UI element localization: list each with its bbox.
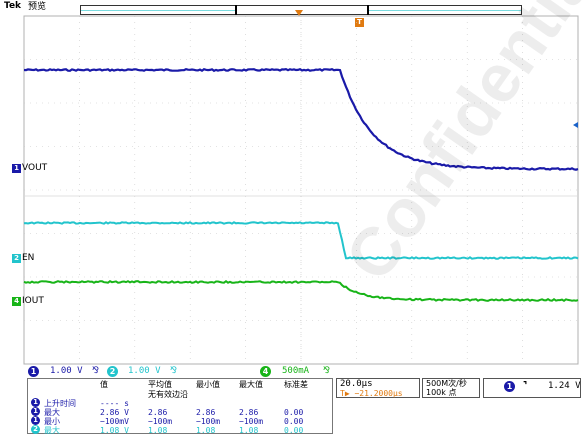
measurement-cell: −100m xyxy=(239,417,264,426)
ch4-ground-marker[interactable]: 4 xyxy=(12,297,21,306)
trigger-level-value: 1.24 V xyxy=(548,381,581,391)
measurement-row-name: 最大 xyxy=(44,408,60,417)
measurement-cell: −100m xyxy=(148,417,173,426)
record-ch2-trace-right xyxy=(369,10,521,11)
ch4-badge[interactable]: 4 xyxy=(260,366,271,377)
horizontal-panel[interactable]: 20.0µs T▶ −21.2000µs xyxy=(336,378,420,398)
col-min: 最小值 xyxy=(196,380,220,389)
timebase-value: 20.0µs xyxy=(340,379,373,389)
ch4-label: IOUT xyxy=(22,296,44,306)
brand-label: Tek xyxy=(4,1,22,11)
col-max: 最大值 xyxy=(239,380,263,389)
ch2-label: EN xyxy=(22,253,35,263)
measurement-cell: 1.08 V xyxy=(100,426,129,435)
measurement-cell: 0.00 xyxy=(284,408,304,417)
measurement-note: 无有效边沿 xyxy=(148,390,188,399)
trigger-panel[interactable]: 1 ⌝ 1.24 V xyxy=(483,378,581,398)
trigger-source-badge: 1 xyxy=(504,381,515,392)
measurement-row-name: 最大 xyxy=(44,426,60,435)
col-stddev: 标准差 xyxy=(284,380,308,389)
measurement-row-name: 上升时间 xyxy=(44,399,76,408)
ch4-scale[interactable]: 500mA xyxy=(282,366,310,376)
measurement-row-badge: 2 xyxy=(31,425,40,434)
col-mean: 平均值 xyxy=(148,380,172,389)
measurement-cell: 0.00 xyxy=(284,417,304,426)
record-ch2-trace xyxy=(81,10,235,11)
trigger-slope-icon: ⌝ xyxy=(523,381,528,391)
record-view-window[interactable] xyxy=(235,5,369,15)
measurement-cell: 2.86 V xyxy=(100,408,129,417)
trigger-position-icon[interactable] xyxy=(295,10,303,16)
measurement-panel[interactable]: 值 平均值 最小值 最大值 标准差 无有效边沿 1 上升时间 ---- s 1 最大 2.… xyxy=(27,378,333,435)
measurement-cell: 2.86 xyxy=(148,408,168,417)
measurement-cell: 1.08 xyxy=(196,426,216,435)
trigger-time-marker[interactable]: T xyxy=(355,18,364,27)
col-value: 值 xyxy=(100,380,108,389)
ch1-bw-icon: ⅋ xyxy=(92,366,100,376)
ch1-badge[interactable]: 1 xyxy=(28,366,39,377)
acquisition-panel[interactable]: 500M次/秒 100k 点 xyxy=(422,378,480,398)
measurement-cell: 1.08 xyxy=(148,426,168,435)
ch1-scale[interactable]: 1.00 V xyxy=(50,366,83,376)
measurement-row-badge: 1 xyxy=(31,416,40,425)
ch2-ground-marker[interactable]: 2 xyxy=(12,254,21,263)
sample-rate-value: 500M次/秒 xyxy=(426,379,467,388)
measurement-cell: 2.86 xyxy=(196,408,216,417)
ch2-badge[interactable]: 2 xyxy=(107,366,118,377)
measurement-row-name: 最小 xyxy=(44,417,60,426)
channel-status-bar: 1 1.00 V ⅋ 2 1.00 V ⅋ 4 500mA ⅋ xyxy=(0,366,584,377)
ch2-scale[interactable]: 1.00 V xyxy=(128,366,161,376)
measurement-cell: 0.00 xyxy=(284,426,304,435)
record-length-value: 100k 点 xyxy=(426,388,457,397)
ch2-waveform xyxy=(23,221,579,260)
trigger-level-icon xyxy=(573,122,578,128)
ch2-bw-icon: ⅋ xyxy=(170,366,178,376)
ch1-waveform xyxy=(23,67,579,171)
measurement-cell: −100m xyxy=(196,417,221,426)
measurement-cell: ---- s xyxy=(100,399,129,408)
measurement-cell: 1.08 xyxy=(239,426,259,435)
acquisition-mode-label: 预览 xyxy=(28,2,47,12)
ch1-label: VOUT xyxy=(22,163,48,173)
ch4-bw-icon: ⅋ xyxy=(323,366,331,376)
ch1-ground-marker[interactable]: 1 xyxy=(12,164,21,173)
ch4-waveform xyxy=(23,279,579,303)
measurement-row-badge: 1 xyxy=(31,407,40,416)
measurement-row-badge: 1 xyxy=(31,398,40,407)
trigger-delay-value: T▶ −21.2000µs xyxy=(340,389,403,398)
measurement-cell: −100mV xyxy=(100,417,129,426)
measurement-cell: 2.86 xyxy=(239,408,259,417)
